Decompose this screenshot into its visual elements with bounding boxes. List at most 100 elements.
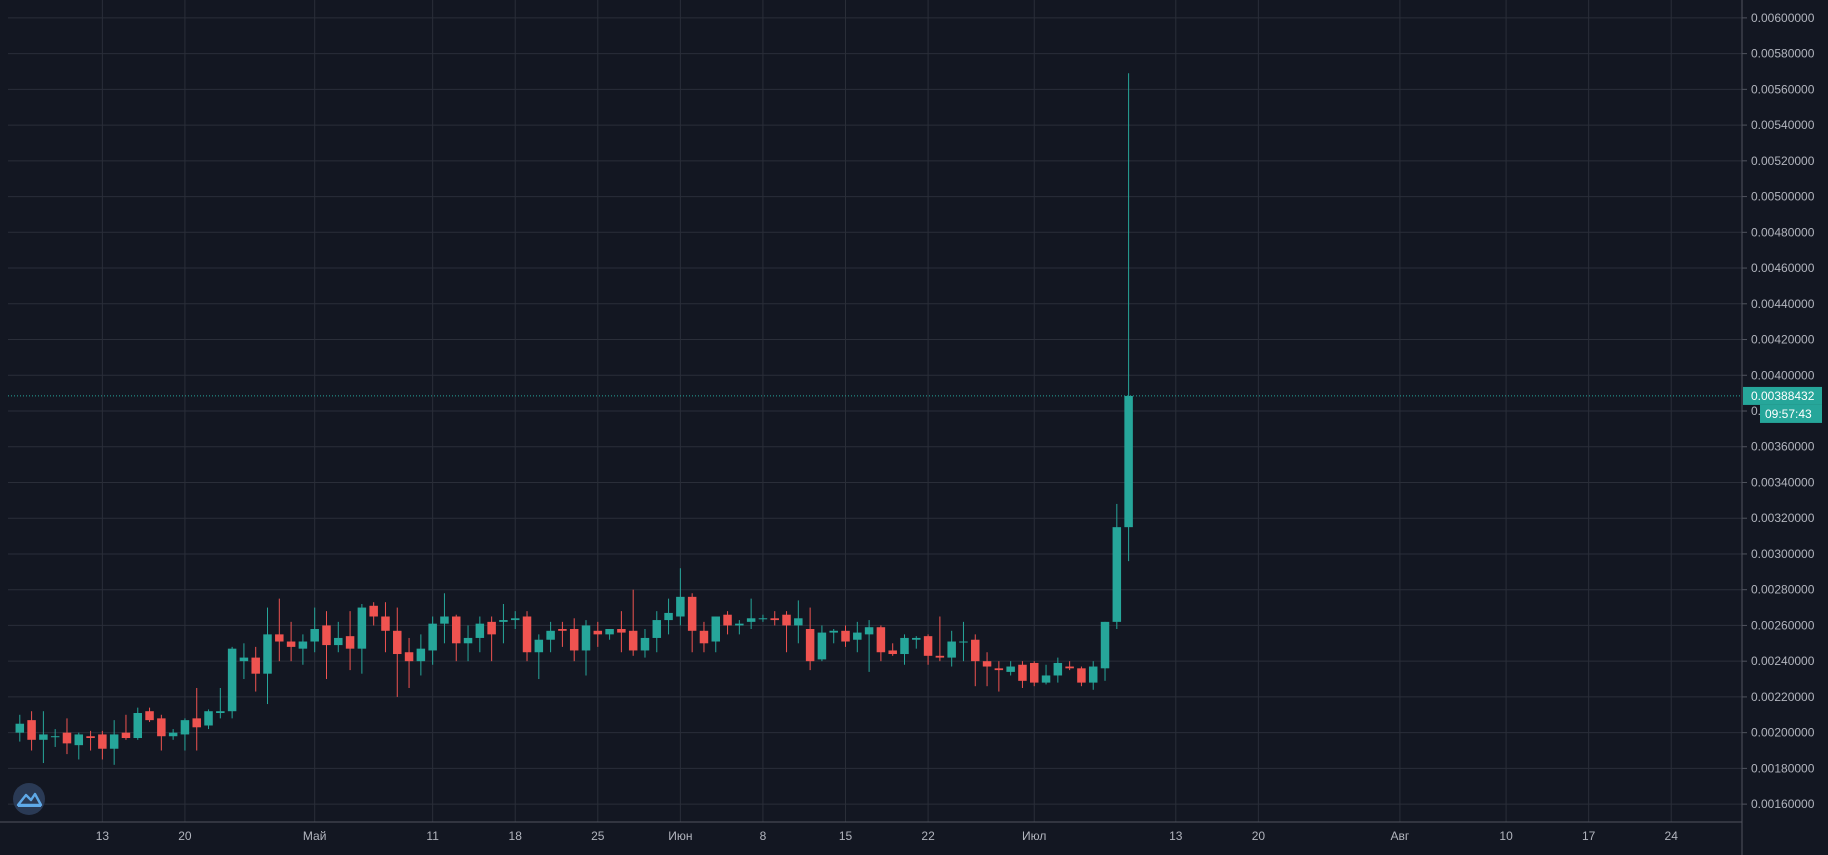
y-tick-label: 0.00300000 [1751,547,1815,561]
candle-body [263,634,272,674]
candle-body [735,623,744,626]
candle [841,625,850,647]
candle [286,621,296,662]
candle [310,607,319,653]
candle [15,714,25,742]
x-tick-label: 18 [509,829,523,843]
candle [947,630,956,667]
candle-body [888,650,897,655]
candle [687,593,697,653]
time-axis[interactable]: 13 20 Май 11 18 25 Июн 8 15 22 Июл 13 20 Авг 10 17 24 [96,829,1679,843]
candle [888,643,897,656]
candle [923,634,933,665]
candle-body [982,661,992,667]
candle [404,637,414,688]
candle [569,618,579,662]
candle [133,707,143,740]
candle [168,729,178,740]
candle-body [298,641,308,649]
candle-body [1088,666,1098,683]
y-tick-label: 0.00500000 [1751,190,1815,204]
candle-body [50,736,60,738]
candle-body [133,712,143,739]
candle [86,730,95,751]
candle-body [180,720,190,735]
candle-body [440,616,449,624]
grid-lines [8,0,1742,822]
candle [251,646,260,692]
candle-body [534,639,544,653]
y-tick-label: 0.00480000 [1751,225,1815,239]
candle [711,616,721,653]
candle-body [334,637,343,646]
candle [1088,661,1098,690]
x-tick-label: 25 [591,829,605,843]
candle [817,625,827,662]
y-tick-label: 0.00460000 [1751,261,1815,275]
candle [1124,73,1133,562]
candle-body [475,623,485,638]
candle-body [758,618,768,620]
candle [664,598,673,635]
candle-body [971,639,980,662]
candle [369,602,378,626]
candle [994,661,1004,692]
y-tick-label: 0.00180000 [1751,761,1815,775]
candle-body [1100,621,1110,669]
candle-body [463,637,473,644]
candle-body [1029,662,1039,683]
x-tick-label: 15 [839,829,853,843]
candle-body [393,630,402,655]
candle-body [121,732,131,739]
countdown-badge-background [1760,404,1822,423]
candle-body [876,627,886,653]
price-axis[interactable]: 0.00160000 0.00180000 0.00200000 0.00220000… [1742,11,1815,811]
candle [770,611,779,626]
x-tick-label: Июл [1022,829,1046,843]
candle-body [510,618,520,621]
candle [593,621,603,647]
candle [121,714,131,740]
x-tick-label: 22 [921,829,935,843]
candle [39,711,48,764]
candle-body [1018,664,1027,681]
candle [522,611,532,662]
candle-body [15,723,25,733]
last-price-badge-background [1743,386,1822,405]
y-tick-label: 0.00420000 [1751,333,1815,347]
candle-body [109,734,119,749]
x-tick-label: Июн [668,829,692,843]
candle [27,711,36,751]
candle-body [27,720,36,740]
candle [1077,666,1086,687]
candle-body [145,711,154,721]
candle-body [1053,662,1063,676]
logo-icon[interactable] [13,783,45,815]
candle [499,603,508,644]
candle [735,620,744,635]
candle [652,611,662,653]
candle [628,589,638,656]
candle [546,621,555,653]
y-tick-label: 0.00560000 [1751,82,1815,96]
candle [617,611,626,653]
candle [534,634,544,680]
candle-body [286,641,296,647]
candle [1018,661,1027,688]
candle [62,718,72,755]
candle-body [1006,666,1015,672]
candle [451,614,461,662]
candle-body [959,641,968,643]
candle-body [723,614,732,626]
candle [475,616,485,653]
candle-body [322,625,331,646]
candle-body [381,616,390,631]
candle-body [617,629,626,633]
candle [322,611,331,680]
candle [1065,661,1074,671]
candle [605,629,614,640]
candle [227,646,237,719]
